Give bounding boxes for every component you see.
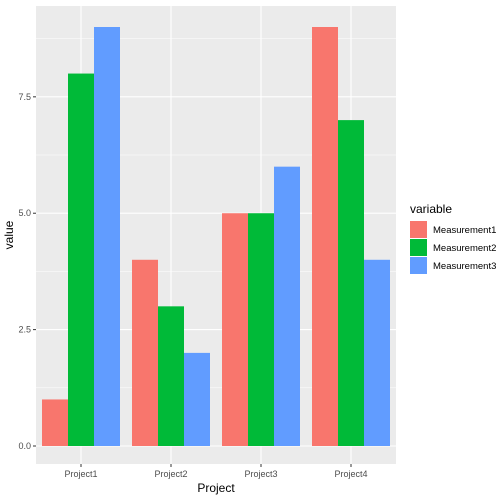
bar-measurement3-project2	[184, 352, 210, 446]
legend-key-measurement1	[410, 221, 427, 238]
y-axis-title: value	[2, 220, 16, 249]
bar-measurement2-project3	[248, 213, 274, 446]
x-tick-label: Project2	[154, 469, 187, 479]
bar-measurement1-project1	[42, 399, 68, 446]
x-tick-label: Project1	[64, 469, 97, 479]
legend-label-measurement2: Measurement2	[433, 243, 496, 254]
x-tick-label: Project4	[334, 469, 367, 479]
y-tick-label: 2.5	[18, 325, 31, 335]
legend: variable Measurement1 Measurement2 Measure…	[410, 202, 496, 274]
legend-key-measurement2	[410, 239, 427, 256]
legend-title: variable	[410, 202, 452, 216]
bar-measurement3-project3	[274, 166, 300, 446]
x-axis-title: Project	[197, 481, 235, 495]
bar-measurement3-project4	[364, 259, 390, 446]
bar-measurement1-project3	[222, 213, 248, 446]
bars	[42, 27, 390, 447]
bar-measurement2-project1	[68, 73, 94, 447]
y-tick-label: 0.0	[18, 441, 31, 451]
bar-measurement2-project4	[338, 120, 364, 446]
y-tick-label: 7.5	[18, 92, 31, 102]
bar-measurement1-project4	[312, 27, 338, 446]
legend-label-measurement1: Measurement1	[433, 225, 496, 236]
legend-label-measurement3: Measurement3	[433, 261, 496, 272]
y-axis: 0.0 2.5 5.0 7.5	[18, 92, 36, 451]
x-tick-label: Project3	[244, 469, 277, 479]
bar-measurement3-project1	[94, 27, 120, 446]
x-axis: Project1 Project2 Project3 Project4	[64, 464, 368, 479]
legend-key-measurement3	[410, 257, 427, 274]
bar-measurement1-project2	[132, 259, 158, 446]
bar-measurement2-project2	[158, 306, 184, 446]
y-tick-label: 5.0	[18, 208, 31, 218]
